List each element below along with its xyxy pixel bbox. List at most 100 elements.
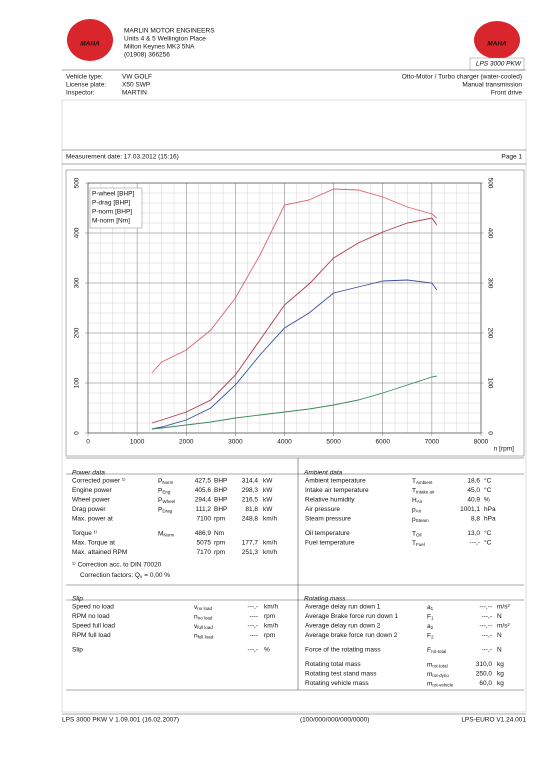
- symbol: TIntake air: [412, 487, 435, 494]
- section-title: Power data: [72, 470, 105, 477]
- factor-text: Correction factors: Q: [80, 572, 140, 579]
- row-label: Force of the rotating mass: [305, 647, 381, 654]
- symbol-sub: full load: [198, 635, 214, 640]
- row-unit: kg: [497, 671, 504, 678]
- y-tick-label: 500: [74, 177, 81, 188]
- row-value: ---,-: [482, 632, 492, 639]
- footer-text: LPS-EURO V1.24.001: [461, 717, 526, 724]
- symbol-sub: rot-dyno: [432, 673, 449, 678]
- footer-text: (100/000/000/000/0000): [300, 717, 369, 724]
- chart-frame: [65, 169, 525, 457]
- row-unit: %: [484, 497, 490, 504]
- field-label: Inspector:: [66, 90, 95, 97]
- symbol: nno load: [194, 613, 213, 620]
- row-value: 1001,1: [460, 506, 480, 513]
- symbol-sub: no load: [197, 606, 212, 611]
- row-value: ---,-: [470, 540, 480, 547]
- y-tick-label: 0: [74, 431, 81, 435]
- row-unit: N: [497, 632, 502, 639]
- row-unit: Nm: [214, 530, 224, 537]
- series-line: [151, 375, 437, 430]
- row-unit: rpm: [214, 540, 225, 547]
- row-label: Air pressure: [305, 506, 340, 513]
- symbol: vno load: [194, 604, 213, 611]
- row-label: Intake air temperature: [305, 487, 369, 494]
- symbol: a1: [427, 604, 434, 611]
- row-value: ---,-: [248, 604, 258, 611]
- row-unit: km/h: [264, 623, 278, 630]
- symbol: F2: [427, 632, 434, 639]
- row-value: 248,8: [242, 516, 259, 523]
- symbol-sub: Norm: [162, 480, 173, 485]
- row-value: 81,8: [245, 506, 258, 513]
- symbol: pAir: [412, 506, 422, 513]
- symbol: TOil: [412, 530, 421, 537]
- symbol-main: T: [412, 530, 416, 537]
- x-tick-label: 8000: [474, 439, 489, 446]
- vehicle-spec: Front drive: [491, 90, 522, 97]
- row-label: Corrected power ¹⁾: [72, 477, 126, 485]
- factor-sub: v: [140, 574, 143, 579]
- symbol-main: F: [427, 613, 431, 620]
- company-line: Milton Keynes MK3 5NA: [124, 44, 195, 51]
- measurement-date: Measurement date: 17.03.2012 (15:16): [66, 154, 179, 161]
- symbol-main: n: [194, 613, 198, 620]
- row-label: Drag power: [72, 506, 106, 513]
- symbol: mrot-total: [427, 661, 448, 668]
- row-value: 216,5: [242, 497, 259, 504]
- row-label: Slip: [72, 647, 83, 654]
- series-line: [151, 279, 438, 430]
- row-value: 486,9: [195, 530, 212, 537]
- x-tick-label: 2000: [179, 439, 194, 446]
- symbol: vfull load: [194, 623, 213, 630]
- symbol: TAmbient: [412, 478, 433, 485]
- y-tick-label: 300: [74, 277, 81, 288]
- row-label: Max. power at: [72, 516, 113, 523]
- y2-tick-label: 0: [486, 431, 493, 435]
- symbol-sub: 1: [431, 616, 434, 621]
- row-value: ---,--: [479, 604, 492, 611]
- row-unit: hPa: [484, 506, 496, 513]
- row-unit: BHP: [214, 478, 227, 485]
- field-label: Vehicle type:: [66, 74, 103, 81]
- row-unit: m/s²: [497, 623, 510, 630]
- row-value: 18,6: [467, 478, 480, 485]
- symbol-main: M: [158, 530, 163, 537]
- legend-box: [89, 187, 143, 229]
- symbol: TFuel: [412, 540, 425, 547]
- symbol-main: P: [158, 497, 162, 504]
- row-unit: °C: [484, 477, 492, 485]
- symbol-sub: full load: [197, 625, 213, 630]
- y2-tick-label: 200: [486, 328, 493, 339]
- row-unit: km/h: [263, 549, 277, 556]
- row-value: ---,-: [248, 647, 258, 654]
- row-label: Average delay run down 2: [305, 623, 381, 630]
- symbol-main: T: [412, 478, 416, 485]
- symbol-sub: Oil: [416, 533, 422, 538]
- row-unit: N: [497, 647, 502, 654]
- symbol-main: P: [158, 506, 162, 513]
- logo-text: MAHA: [80, 41, 100, 48]
- symbol-sub: rot-total: [431, 649, 446, 654]
- symbol: MNorm: [158, 530, 175, 537]
- x-tick-label: 6000: [376, 439, 391, 446]
- symbol-sub: Intake air: [416, 490, 435, 495]
- symbol-main: T: [412, 487, 416, 494]
- row-value: 7170: [197, 549, 212, 556]
- symbol-main: T: [412, 540, 416, 547]
- row-unit: kW: [263, 506, 273, 513]
- row-unit: °C: [484, 539, 492, 547]
- plot-border: [87, 182, 482, 434]
- row-value: 5075: [197, 540, 212, 547]
- row-label: Speed no load: [72, 604, 114, 611]
- y2-tick-label: 100: [486, 378, 493, 389]
- row-unit: rpm: [214, 516, 225, 523]
- factor-value: = 0,00 %: [144, 572, 170, 579]
- row-unit: m/s²: [497, 604, 510, 611]
- symbol-main: m: [427, 661, 432, 668]
- field-label: License plate:: [66, 82, 106, 89]
- symbol-main: p: [412, 506, 416, 513]
- y2-tick-label: 500: [486, 178, 493, 189]
- symbol: F1: [427, 613, 434, 620]
